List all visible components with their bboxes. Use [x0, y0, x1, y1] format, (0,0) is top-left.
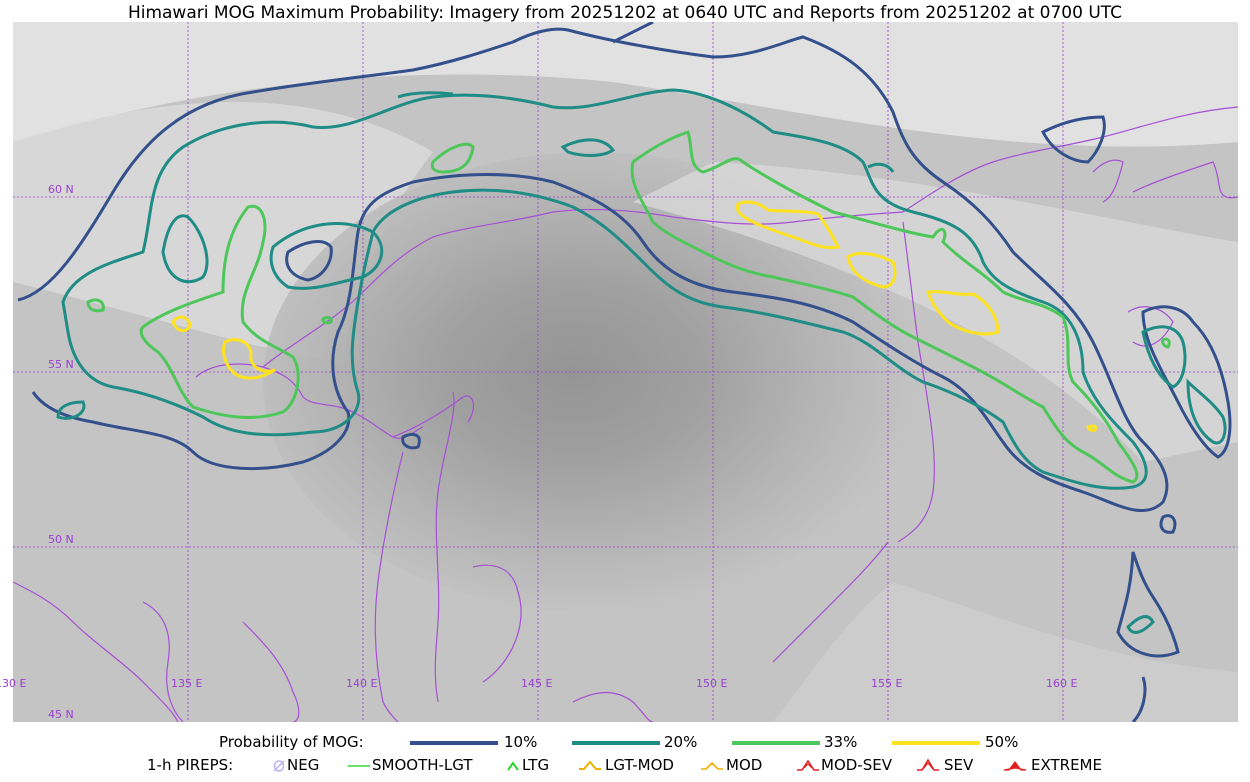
coastlines — [13, 106, 1238, 722]
mod-sev-icon — [797, 759, 819, 771]
map-title: Himawari MOG Maximum Probability: Imager… — [127, 3, 1123, 23]
legend-label-20pct: 20% — [664, 733, 698, 751]
pireps-legend-label: 1-h PIREPS: — [147, 756, 234, 774]
legend-label-33pct: 33% — [824, 733, 858, 751]
lat-label-45n: 45 N — [48, 708, 74, 721]
pirep-label-lgt-mod: LGT-MOD — [605, 756, 674, 774]
lat-lon-grid — [13, 22, 1238, 722]
lgt-mod-icon — [579, 760, 601, 770]
pirep-label-neg: NEG — [287, 756, 320, 774]
contour-10pct — [17, 22, 1232, 722]
neg-icon — [273, 760, 285, 772]
lon-label-130e: 130 E — [0, 677, 27, 690]
lon-label-135e: 135 E — [171, 677, 203, 690]
satellite-map: 60 N 55 N 50 N 45 N 130 E 135 E 140 E 14… — [0, 22, 1238, 722]
contour-50pct — [171, 200, 1098, 432]
cloud-swirl — [263, 152, 923, 612]
probability-legend-label: Probability of MOG: — [219, 733, 364, 751]
extreme-icon — [1003, 761, 1027, 771]
probability-legend: Probability of MOG: 10% 20% 33% 50% — [0, 733, 1250, 753]
pireps-legend: 1-h PIREPS: NEG SMOOTH-LGT LTG LGT-MOD M… — [0, 756, 1250, 776]
legend-label-50pct: 50% — [985, 733, 1019, 751]
lon-label-155e: 155 E — [871, 677, 903, 690]
lat-label-55n: 55 N — [48, 358, 74, 371]
contour-33pct — [86, 130, 1171, 484]
map-canvas — [13, 22, 1238, 722]
pirep-label-sev: SEV — [944, 756, 974, 774]
pirep-label-smooth-lgt: SMOOTH-LGT — [372, 756, 473, 774]
legend-swatch-10pct — [410, 741, 498, 745]
lat-label-50n: 50 N — [48, 533, 74, 546]
pirep-label-mod: MOD — [726, 756, 763, 774]
legend-swatch-33pct — [732, 741, 820, 745]
legend-swatch-50pct — [892, 741, 980, 745]
legend-label-10pct: 10% — [504, 733, 538, 751]
ltg-icon — [507, 761, 519, 771]
pirep-label-extreme: EXTREME — [1031, 756, 1102, 774]
pirep-label-mod-sev: MOD-SEV — [821, 756, 892, 774]
smooth-lgt-icon — [348, 765, 370, 767]
mod-icon — [701, 761, 723, 770]
lon-label-140e: 140 E — [346, 677, 378, 690]
contour-20pct — [56, 88, 1227, 634]
pirep-label-ltg: LTG — [522, 756, 550, 774]
lon-label-150e: 150 E — [696, 677, 728, 690]
sev-icon — [917, 758, 939, 771]
lat-label-60n: 60 N — [48, 183, 74, 196]
lon-label-160e: 160 E — [1046, 677, 1078, 690]
lon-label-145e: 145 E — [521, 677, 553, 690]
legend-swatch-20pct — [572, 741, 660, 745]
